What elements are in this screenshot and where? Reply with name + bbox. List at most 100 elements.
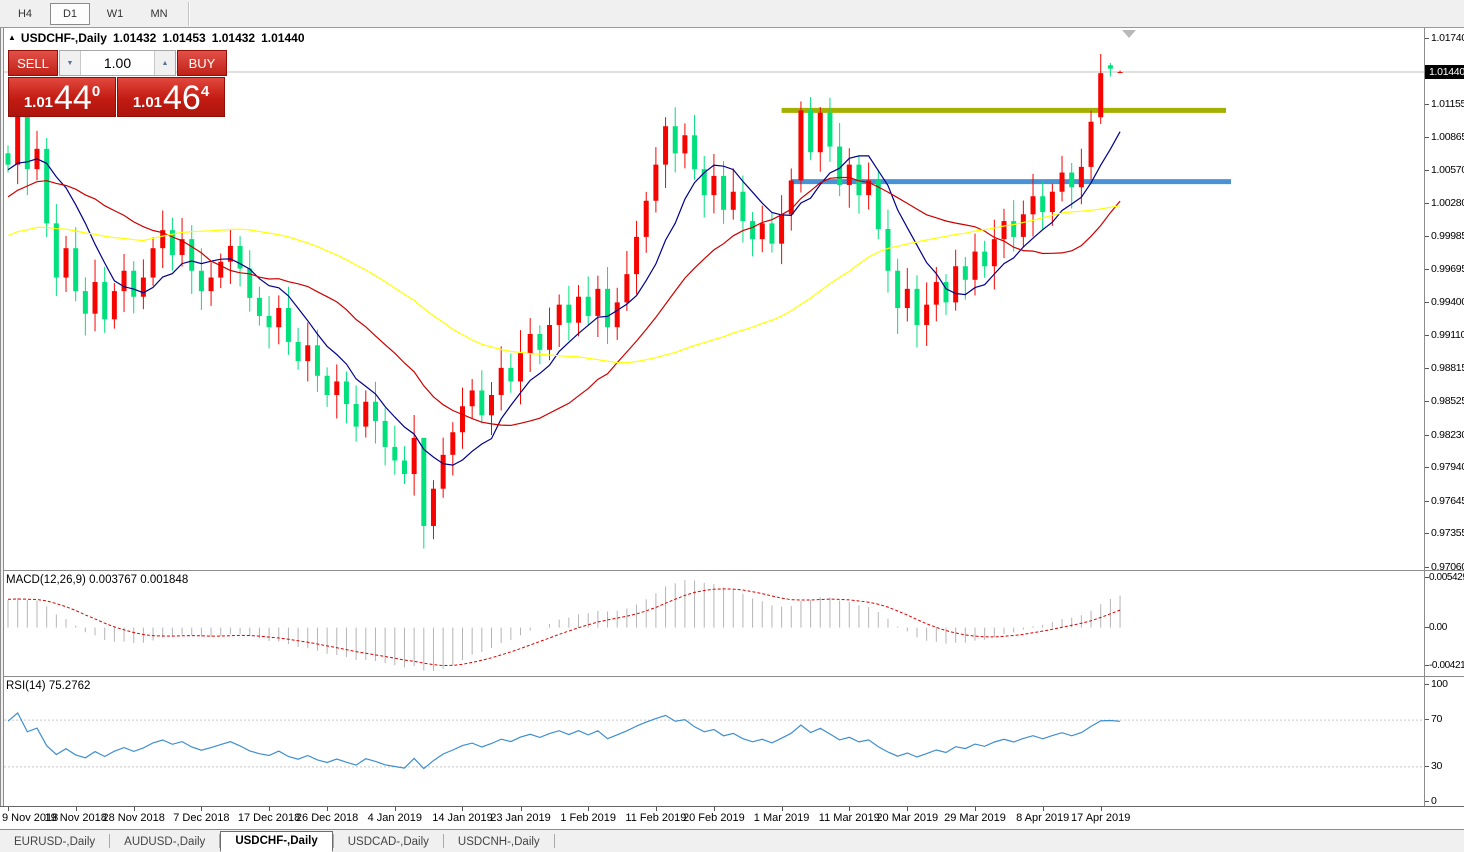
date-label: 20 Mar 2019	[876, 812, 939, 824]
bid-price-big: 44	[54, 79, 92, 118]
price-tick: 0.97940	[1425, 461, 1464, 474]
chart-info-line: ▲ USDCHF-,Daily 1.01432 1.01453 1.01432 1.014…	[8, 31, 305, 45]
axis-panel-separator	[1425, 570, 1464, 571]
date-tick-mark	[269, 807, 271, 811]
rsi-tick: 30	[1425, 760, 1464, 773]
date-label: 29 Mar 2019	[944, 812, 1006, 824]
price-tick: 0.99110	[1425, 329, 1464, 342]
date-label: 17 Dec 2018	[237, 812, 301, 824]
date-label: 23 Jan 2019	[490, 812, 551, 824]
timeframe-tab-w1[interactable]: W1	[106, 7, 124, 20]
price-tick: 0.97060	[1425, 561, 1464, 574]
rsi-canvas[interactable]	[0, 677, 1424, 806]
timeframe-tab-h4[interactable]: H4	[17, 7, 33, 20]
date-tick-mark	[907, 807, 909, 811]
date-tick-mark	[327, 807, 329, 811]
price-tick: 1.00280	[1425, 197, 1464, 210]
price-tick: 0.98525	[1425, 395, 1464, 408]
date-label: 28 Nov 2018	[102, 812, 165, 824]
chart-tab-audusd[interactable]: AUDUSD-,Daily	[124, 835, 206, 848]
bid-price-button[interactable]: 1.01 44 0	[8, 77, 116, 117]
date-tick-mark	[1042, 807, 1044, 811]
date-tick-mark	[849, 807, 851, 811]
date-label: 8 Apr 2019	[1016, 812, 1070, 824]
axis-panel-separator	[1425, 676, 1464, 677]
price-tick: 1.01740	[1425, 32, 1464, 45]
price-tick: 0.98230	[1425, 429, 1464, 442]
date-label: 20 Feb 2019	[683, 812, 745, 824]
macd-tick: 0.00	[1425, 621, 1464, 634]
bid-price-prefix: 1.01	[23, 94, 54, 111]
rsi-tick: 100	[1425, 678, 1464, 691]
timeframe-tab-d1[interactable]: D1	[50, 2, 90, 25]
tab-divider	[553, 834, 555, 848]
buy-button[interactable]: BUY	[177, 50, 227, 76]
date-tick-mark	[394, 807, 396, 811]
chart-tab-bar: EURUSD-,Daily AUDUSD-,Daily USDCHF-,Daily U…	[0, 829, 1464, 852]
sell-button[interactable]: SELL	[8, 50, 58, 76]
date-tick-mark	[520, 807, 522, 811]
date-tick-mark	[201, 807, 203, 811]
date-label: 7 Dec 2018	[173, 812, 230, 824]
price-axis[interactable]: 1.01740 1.01155 1.00865 1.00570 1.00280 0.999…	[1424, 28, 1464, 808]
collapse-triangle-icon[interactable]: ▲	[8, 33, 16, 42]
ask-price-sup: 4	[200, 83, 210, 100]
date-label: 9 Nov 2018	[2, 812, 59, 824]
tab-divider	[442, 834, 444, 848]
date-label: 1 Mar 2019	[753, 812, 810, 824]
chart-tab-usdcnh[interactable]: USDCNH-,Daily	[457, 835, 540, 848]
date-tick-mark	[462, 807, 464, 811]
macd-label: MACD(12,26,9) 0.003767 0.001848	[6, 574, 189, 586]
main-chart-panel[interactable]: ▲ USDCHF-,Daily 1.01432 1.01453 1.01432 1.014…	[0, 28, 1424, 570]
ask-price-button[interactable]: 1.01 46 4	[117, 77, 225, 117]
chart-tab-usdchf[interactable]: USDCHF-,Daily	[220, 830, 333, 852]
macd-signal-line	[7, 588, 1121, 667]
volume-decrease-icon[interactable]: ▼	[60, 51, 81, 75]
scroll-to-end-icon[interactable]	[1122, 30, 1136, 38]
date-tick-mark	[588, 807, 590, 811]
candles-layer	[5, 53, 1123, 549]
tab-divider	[219, 834, 221, 848]
price-tick: 0.98815	[1425, 362, 1464, 375]
chart-tab-eurusd[interactable]: EURUSD-,Daily	[14, 835, 96, 848]
date-tick-mark	[655, 807, 657, 811]
main-chart-canvas[interactable]	[0, 28, 1424, 570]
bid-price-sup: 0	[91, 83, 101, 100]
date-label: 14 Jan 2019	[432, 812, 493, 824]
date-tick-mark	[781, 807, 783, 811]
date-tick-mark	[133, 807, 135, 811]
price-tick: 1.00865	[1425, 131, 1464, 144]
macd-tick: 0.005429	[1425, 571, 1464, 584]
macd-indicator-panel[interactable]: MACD(12,26,9) 0.003767 0.001848	[0, 570, 1424, 676]
timeframe-tab-mn[interactable]: MN	[150, 7, 168, 20]
ohlc-open: 1.01432	[112, 31, 157, 45]
rsi-indicator-panel[interactable]: RSI(14) 75.2762	[0, 676, 1424, 806]
price-tick: 0.99400	[1425, 296, 1464, 309]
date-tick-mark	[75, 807, 77, 811]
macd-tick: -0.004217	[1425, 659, 1464, 672]
price-tick: 0.97645	[1425, 495, 1464, 508]
date-label: 1 Feb 2019	[560, 812, 617, 824]
rsi-tick: 0	[1425, 795, 1464, 808]
date-tick-mark	[8, 807, 9, 811]
ask-price-prefix: 1.01	[132, 94, 163, 111]
volume-input[interactable]	[81, 51, 154, 75]
volume-increase-icon[interactable]: ▲	[154, 51, 175, 75]
rsi-tick: 70	[1425, 713, 1464, 726]
window-left-border	[0, 28, 4, 806]
price-tick: 1.01155	[1425, 98, 1464, 111]
price-tick: 0.99985	[1425, 230, 1464, 243]
price-tick: 0.97355	[1425, 527, 1464, 540]
toolbar-separator	[188, 1, 190, 26]
chart-tab-usdcad[interactable]: USDCAD-,Daily	[347, 835, 429, 848]
date-axis[interactable]: 9 Nov 2018 19 Nov 2018 28 Nov 2018 7 Dec 20…	[0, 806, 1464, 829]
date-tick-mark	[713, 807, 715, 811]
ohlc-close: 1.01440	[261, 31, 305, 45]
date-label: 11 Feb 2019	[625, 812, 687, 824]
price-tick: 1.00570	[1425, 164, 1464, 177]
date-label: 26 Dec 2018	[295, 812, 359, 824]
volume-stepper: ▼ ▲	[59, 50, 176, 76]
macd-canvas[interactable]	[0, 571, 1424, 676]
rsi-line	[7, 711, 1121, 770]
